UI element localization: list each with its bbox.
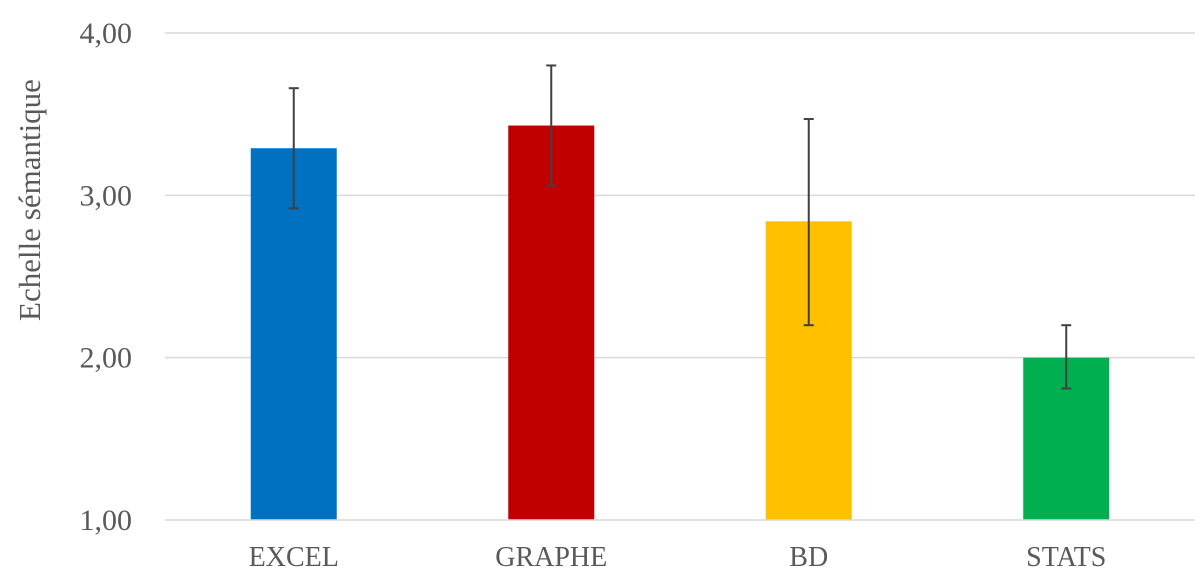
y-tick-label: 1,00: [80, 504, 133, 537]
error-bars: [288, 64, 1072, 390]
x-category-label: EXCEL: [249, 542, 339, 571]
bar-graphe: [508, 125, 595, 520]
bars: [250, 125, 1110, 521]
x-category-label: BD: [789, 542, 828, 571]
y-tick-label: 2,00: [80, 342, 133, 375]
y-tick-label: 3,00: [80, 179, 133, 212]
error-bar-excel: [288, 87, 299, 210]
x-category-label: GRAPHE: [495, 542, 607, 571]
x-axis-categories: EXCEL GRAPHE BD STATS: [249, 542, 1107, 571]
x-category-label: STATS: [1026, 542, 1106, 571]
y-axis-title: Echelle sémantique: [12, 79, 47, 321]
error-bar-graphe: [546, 64, 557, 187]
y-axis-ticks: 1,00 2,00 3,00 4,00: [80, 17, 133, 537]
bar-excel: [250, 148, 337, 521]
error-bar-stats: [1061, 324, 1072, 390]
y-tick-label: 4,00: [80, 17, 133, 50]
error-bar-bd: [803, 118, 814, 327]
